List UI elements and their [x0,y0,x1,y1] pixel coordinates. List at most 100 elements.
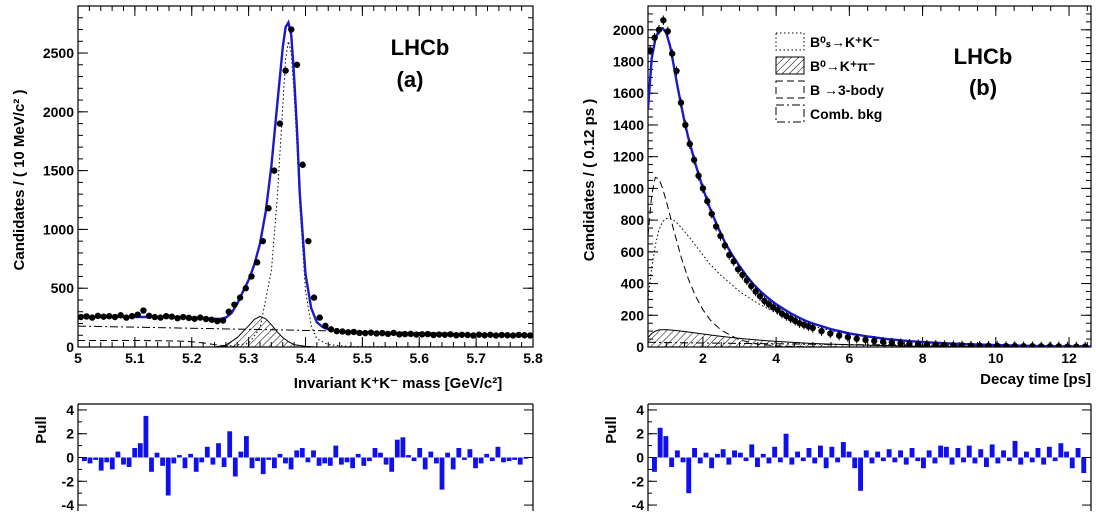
legend-label: B⁰ₛ→K⁺K⁻ [810,34,880,50]
pull-bar [82,457,87,462]
pull-bar [978,449,984,458]
data-point [879,338,887,345]
pull-bar [938,445,944,458]
pull-bar [400,437,406,458]
data-point [316,314,323,321]
pull-bar [137,443,143,458]
data-point [447,331,454,338]
data-point [521,332,528,339]
pull-bar [272,457,277,469]
pull-bar [1052,457,1058,462]
data-point [699,185,707,192]
lhcb-label: LHCb [391,35,450,60]
series-b-3-body-curve [648,176,1091,347]
x-axis-label: Invariant K⁺K⁻ mass [GeV/c²] [294,375,502,392]
data-point [818,327,825,335]
data-point [464,331,471,339]
data-point [526,332,533,339]
pull-bar [456,448,462,458]
series-b-3-body-curve [78,340,533,347]
data-point [509,332,517,339]
data-point [271,167,278,174]
pull-bar [361,457,367,466]
x-tick-label: 8 [919,350,927,366]
data-point [288,26,295,33]
pull-y-tick-label: -2 [62,473,75,489]
data-point [994,342,1001,347]
data-point [712,223,720,230]
pull-bar [462,457,467,460]
data-point [743,277,751,284]
y-tick-label: 400 [621,276,645,292]
pull-bar [1035,448,1041,458]
x-tick-label: 5.2 [182,350,202,366]
data-point [202,315,210,323]
pull-bar [709,457,715,469]
data-point [739,271,746,279]
pull-bar [943,446,949,458]
pull-bar [949,457,955,465]
x-axis-label: Decay time [ps] [980,371,1091,388]
y-tick-label: 1400 [613,117,644,133]
pull-bar [327,457,333,466]
pull-bar [743,457,749,462]
x-tick-label: 5.3 [239,350,259,366]
pull-bar [121,457,126,465]
data-point [197,314,204,321]
data-point [253,259,261,266]
pull-y-tick-label: 0 [66,450,74,466]
data-point [89,314,96,321]
y-tick-label: 0 [66,339,74,355]
pull-bar [783,433,789,458]
data-point [668,50,676,57]
data-point [888,339,896,346]
pull-bar [154,452,160,458]
pull-bar [506,457,512,462]
data-point [1029,343,1036,347]
data-point [236,294,244,301]
data-point [1081,343,1089,347]
pull-bar [892,457,898,463]
pull-bar [972,457,978,464]
data-point [430,331,437,339]
y-tick-label: 0 [636,339,644,355]
legend-swatch-hatched [775,56,805,75]
data-point [1055,343,1062,347]
data-point [208,316,215,323]
pull-bar [932,457,938,464]
series-total-fit-curve [78,19,533,337]
pull-bar [350,457,355,469]
pull-bar [339,457,344,465]
y-tick-label: 2000 [613,22,644,38]
pull-bar [652,457,657,472]
data-point [100,313,107,320]
data-point [498,331,505,339]
data-point [504,332,511,339]
data-point [140,307,147,314]
data-point [435,331,443,338]
pull-bar [266,457,272,460]
y-tick-label: 1500 [43,163,74,179]
data-point [185,314,193,322]
y-tick-label: 1000 [43,221,74,237]
data-point [174,314,181,322]
data-point [396,331,403,338]
data-point [322,322,329,330]
pull-bar [1081,457,1087,473]
data-point [384,330,392,338]
pull-bar [732,450,737,458]
pull-bar [227,431,233,458]
pull-bar [818,445,823,458]
data-points-group [648,15,1089,347]
pull-bar [204,446,210,458]
data-point [145,312,153,320]
data-point [83,313,90,320]
pull-bar [344,457,350,463]
pull-bar [995,457,1001,464]
data-point [958,342,966,347]
data-point [407,330,414,338]
data-point [721,242,729,249]
data-point [941,341,948,347]
x-tick-label: 10 [988,350,1004,366]
